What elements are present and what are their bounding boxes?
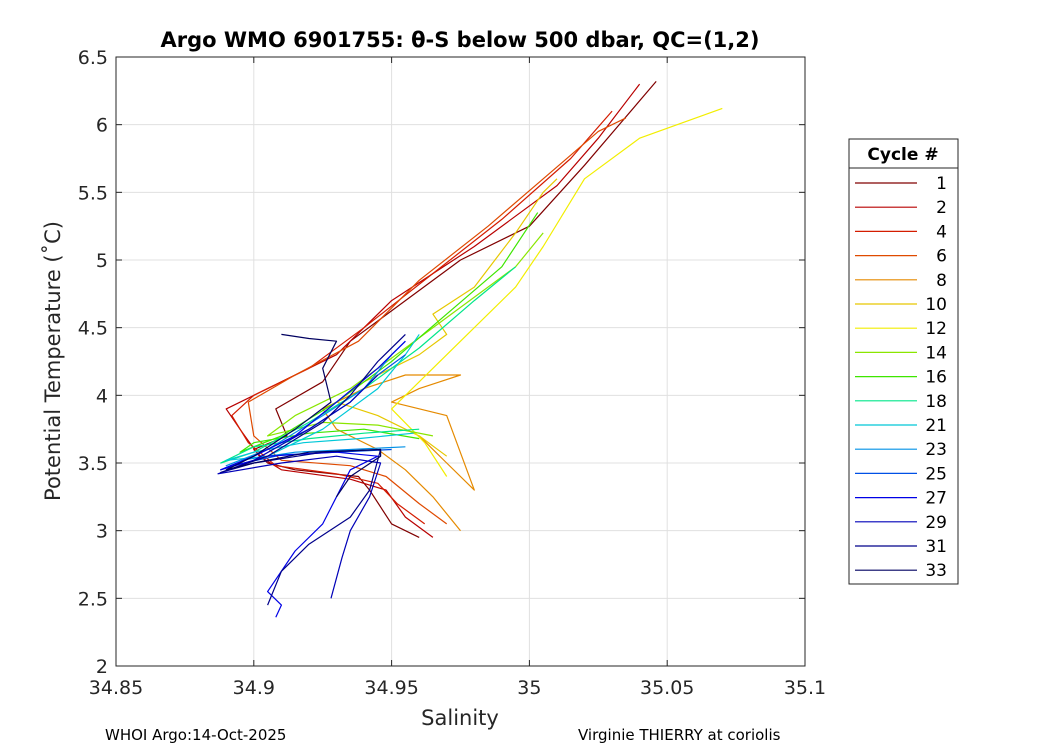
x-axis-label: Salinity <box>421 706 499 730</box>
plot-area <box>116 57 805 666</box>
legend-label-cycle-16: 16 <box>925 368 947 388</box>
series-line-cycle-31 <box>220 333 406 606</box>
x-tick-label: 35 <box>517 677 541 699</box>
series-line-cycle-4 <box>231 110 613 525</box>
series-line-cycle-21 <box>225 334 420 461</box>
legend-label-cycle-12: 12 <box>925 319 947 339</box>
legend-label-cycle-10: 10 <box>925 295 947 315</box>
y-tick-label: 5 <box>96 250 108 272</box>
legend-label-cycle-4: 4 <box>936 222 947 242</box>
legend-label-cycle-14: 14 <box>925 343 947 363</box>
x-tick-label: 35.05 <box>640 677 694 699</box>
y-tick-label: 3.5 <box>78 453 108 475</box>
x-tick-label: 34.95 <box>364 677 418 699</box>
legend-label-cycle-27: 27 <box>925 489 947 509</box>
chart-title: Argo WMO 6901755: θ-S below 500 dbar, QC… <box>161 28 760 52</box>
legend-label-cycle-33: 33 <box>925 561 947 581</box>
series-line-cycle-10 <box>335 178 558 457</box>
legend-label-cycle-18: 18 <box>925 392 947 412</box>
legend-title: Cycle # <box>867 145 938 165</box>
series-line-cycle-29 <box>217 374 382 599</box>
tick-labels: 34.85 34.9 34.95 35 35.05 35.1 2 2.5 3 3.5 4 4.5 5 5.… <box>78 47 826 699</box>
series-line-cycle-12 <box>391 107 723 477</box>
y-tick-label: 6 <box>96 115 108 137</box>
y-tick-label: 5.5 <box>78 182 108 204</box>
y-tick-label: 6.5 <box>78 47 108 69</box>
y-tick-label: 3 <box>96 521 108 543</box>
legend-label-cycle-2: 2 <box>936 198 947 218</box>
series-line-cycle-6 <box>247 117 627 525</box>
legend-label-cycle-25: 25 <box>925 464 947 484</box>
legend-label-cycle-29: 29 <box>925 513 947 533</box>
legend-label-cycle-6: 6 <box>936 247 947 267</box>
y-tick-label: 2 <box>96 656 108 678</box>
legend-label-cycle-1: 1 <box>936 174 947 194</box>
legend-label-cycle-8: 8 <box>936 271 947 291</box>
legend-label-cycle-21: 21 <box>925 416 947 436</box>
y-axis-label: Potential Temperature (˚C) <box>41 221 65 501</box>
x-tick-label: 35.1 <box>784 677 826 699</box>
y-tick-label: 4 <box>96 385 108 407</box>
footer-credit-author: Virginie THIERRY at coriolis <box>578 726 781 744</box>
series-line-cycle-8 <box>322 374 475 532</box>
series-lines <box>217 81 723 618</box>
plot-frame <box>115 56 806 667</box>
footer-credit-date: WHOI Argo:14-Oct-2025 <box>105 726 287 744</box>
series-line-cycle-14 <box>267 232 544 437</box>
series-line-cycle-16 <box>239 212 539 453</box>
x-tick-label: 34.85 <box>89 677 143 699</box>
grid-lines <box>115 56 806 667</box>
legend-label-cycle-23: 23 <box>925 440 947 460</box>
series-line-cycle-23 <box>225 340 406 467</box>
legend-box <box>848 138 959 585</box>
series-line-cycle-2 <box>225 83 641 538</box>
legend-label-cycle-31: 31 <box>925 537 947 557</box>
y-tick-label: 2.5 <box>78 588 108 610</box>
series-line-cycle-33 <box>225 333 382 498</box>
x-tick-label: 34.9 <box>233 677 275 699</box>
axis-ticks <box>115 56 806 667</box>
y-tick-label: 4.5 <box>78 318 108 340</box>
